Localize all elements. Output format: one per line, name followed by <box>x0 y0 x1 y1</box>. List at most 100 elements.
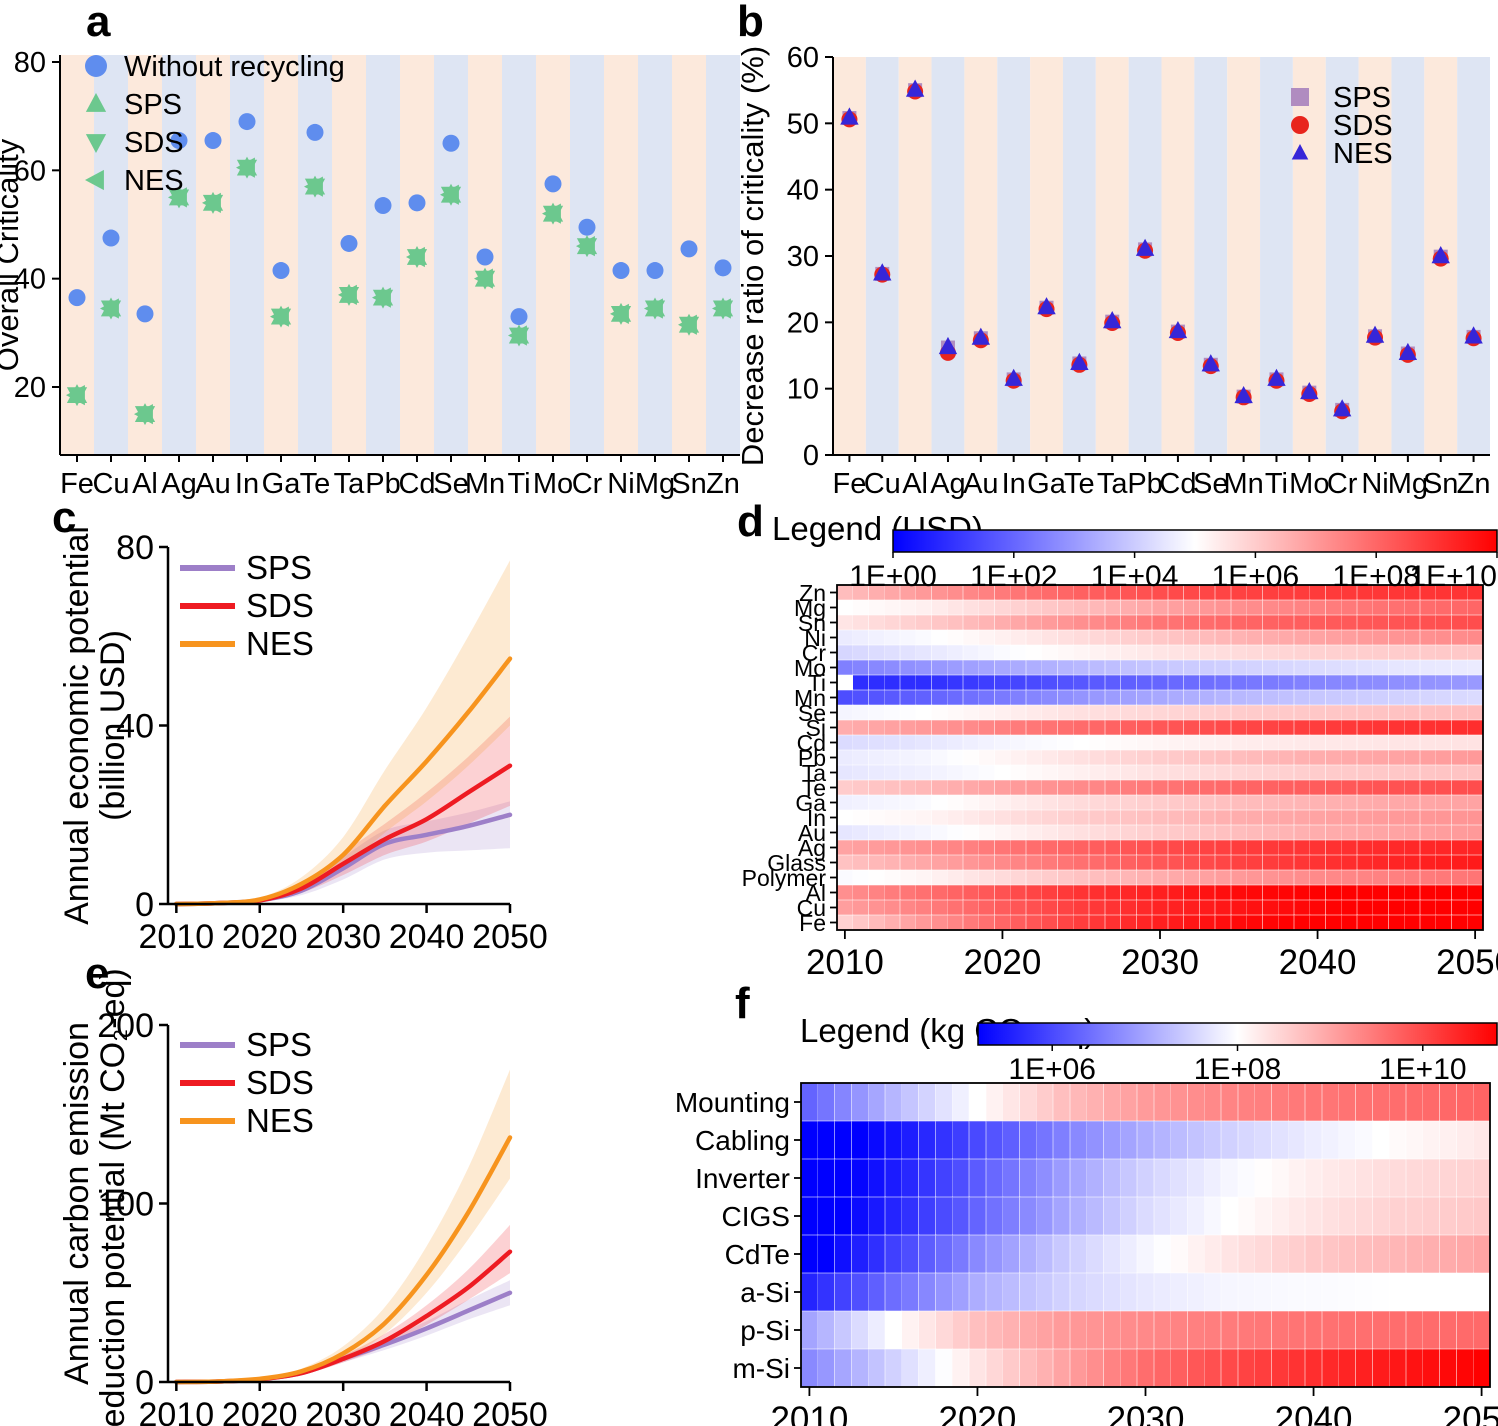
background-stripe <box>434 55 468 455</box>
heatmap-cell <box>946 794 964 811</box>
heatmap-cell <box>1321 1120 1340 1160</box>
heatmap-cell <box>1338 1272 1357 1312</box>
heatmap-row-Pb <box>836 749 1484 766</box>
heatmap-cell <box>1198 764 1217 781</box>
heatmap-cell <box>1167 629 1185 646</box>
heatmap-cell <box>1120 674 1138 691</box>
heatmap-cell <box>1309 644 1327 661</box>
heatmap-cell <box>1309 599 1327 616</box>
heatmap-cell <box>1041 884 1059 901</box>
heatmap-cell <box>1183 629 1201 646</box>
heatmap-cell <box>1325 629 1343 646</box>
background-stripe <box>366 55 400 455</box>
heatmap-cell <box>1230 749 1248 766</box>
heatmap-cell <box>1072 794 1090 811</box>
heatmap-cell <box>1372 644 1390 661</box>
heatmap-cell <box>1103 1120 1122 1160</box>
heatmap-cell <box>1198 629 1217 646</box>
heatmap-cell <box>1009 644 1027 661</box>
heatmap-cell <box>1340 779 1358 796</box>
heatmap-cell <box>1293 734 1311 751</box>
heatmap-cell <box>1321 1234 1340 1274</box>
heatmap-cell <box>852 764 870 781</box>
heatmap-cell <box>985 1272 1004 1312</box>
heatmap-cell <box>852 734 870 751</box>
heatmap-cell <box>946 779 964 796</box>
row-label: Mo <box>794 655 826 681</box>
heatmap-cell <box>1254 1082 1273 1122</box>
axes <box>159 545 512 913</box>
heatmap-cell <box>883 719 901 736</box>
heatmap-cell <box>1419 884 1437 901</box>
heatmap-cell <box>1355 1234 1374 1274</box>
point-Ag <box>170 132 188 150</box>
heatmap-cell <box>1388 779 1406 796</box>
heatmap-cell <box>1187 1234 1206 1274</box>
heatmap-cell <box>1088 779 1106 796</box>
heatmap-cell <box>1198 914 1217 931</box>
heatmap-cell <box>1325 719 1343 736</box>
heatmap-cell <box>899 704 917 721</box>
heatmap-cell <box>1356 884 1374 901</box>
point-Mo <box>542 203 561 224</box>
heatmap-cell <box>1309 659 1327 676</box>
heatmap-cell <box>899 899 917 916</box>
heatmap-cell <box>1025 884 1043 901</box>
heatmap-row-Zn <box>836 584 1484 601</box>
row-label: Fe <box>799 910 826 936</box>
heatmap-cell <box>1151 734 1169 751</box>
heatmap-cell <box>1403 659 1421 676</box>
heatmap-cell <box>901 1348 920 1388</box>
heatmap-cell <box>978 869 996 886</box>
heatmap-cell <box>1304 1234 1323 1274</box>
heatmap-cell <box>1271 1082 1290 1122</box>
heatmap-cell <box>931 854 949 871</box>
heatmap-cell <box>1203 1158 1223 1198</box>
heatmap-cell <box>1246 899 1264 916</box>
heatmap-cell <box>918 1348 937 1388</box>
heatmap-cell <box>868 644 886 661</box>
heatmap-cell <box>1254 1196 1273 1236</box>
heatmap-cell <box>1120 689 1138 706</box>
heatmap-cell <box>1340 854 1358 871</box>
heatmap-cell <box>962 629 980 646</box>
heatmap-cell <box>1371 1272 1391 1312</box>
heatmap-cell <box>935 1196 954 1236</box>
x-category-label: Cd <box>1159 468 1196 500</box>
x-category-label: Mn <box>1223 468 1263 500</box>
heatmap-cell <box>1271 1272 1290 1312</box>
panel-b: 0 10 20 30 40 50 60 Fe Cu Al Ag Au In Ga Te Ta Pb Cd Se Mn T… <box>733 0 1498 500</box>
heatmap-cell <box>1104 719 1122 736</box>
heatmap-cell <box>1230 614 1248 631</box>
heatmap-cell <box>915 659 933 676</box>
heatmap-cell <box>834 1196 853 1236</box>
heatmap-cell <box>1405 1120 1424 1160</box>
heatmap-cell <box>931 809 949 826</box>
heatmap-cell <box>1422 1348 1441 1388</box>
heatmap-cell <box>1325 794 1343 811</box>
heatmap-row-Si <box>836 719 1484 736</box>
heatmap-cell <box>883 749 901 766</box>
panel-f: Mounting Cabling Inverter CIGS CdTe a-Si p-Si m… <box>675 945 1498 1426</box>
heatmap-cell <box>1371 1082 1391 1122</box>
heatmap-cell <box>1304 1196 1323 1236</box>
heatmap-cell <box>1135 809 1154 826</box>
heatmap-cell <box>1103 1158 1122 1198</box>
heatmap-cell <box>1203 1120 1223 1160</box>
heatmap-cell <box>1072 734 1090 751</box>
heatmap-row-p-Si <box>800 1310 1491 1350</box>
y-tick-label: 0 <box>135 1364 154 1402</box>
heatmap-cell <box>836 719 854 736</box>
heatmap-cell <box>800 1272 819 1312</box>
heatmap-cell <box>1203 1348 1223 1388</box>
heatmap-cell <box>884 1348 903 1388</box>
background-stripe <box>196 55 230 455</box>
heatmap-cell <box>1422 1310 1441 1350</box>
heatmap-cell <box>1403 824 1421 841</box>
heatmap-cell <box>1435 659 1453 676</box>
y-tick-label: 60 <box>787 42 819 74</box>
legend-label: SPS <box>246 1026 312 1063</box>
heatmap-cell <box>1153 1234 1172 1274</box>
heatmap-cell <box>1041 809 1059 826</box>
heatmap-cell <box>1419 914 1437 931</box>
